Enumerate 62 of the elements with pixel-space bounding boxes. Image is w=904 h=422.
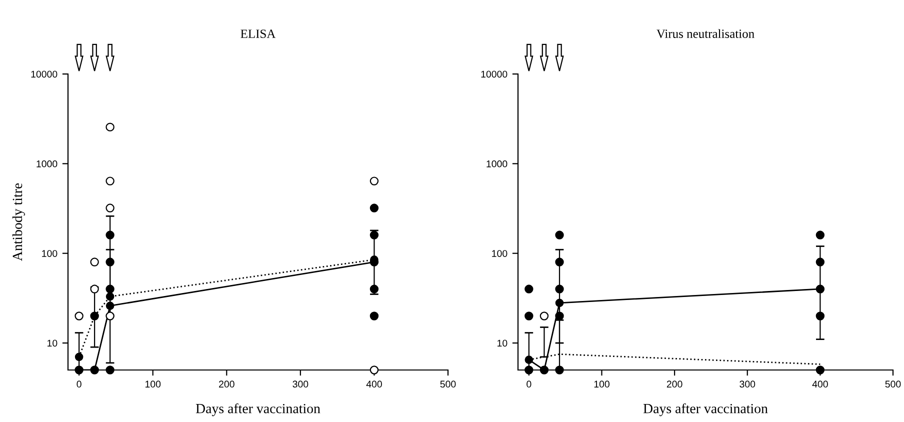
- point: [524, 312, 534, 320]
- x-tick-label: 400: [812, 380, 828, 388]
- x-tick-label: 200: [219, 380, 234, 388]
- point: [370, 204, 379, 212]
- point: [90, 258, 99, 266]
- x-tick-label: 0: [526, 380, 532, 388]
- point: [555, 258, 564, 266]
- point: [555, 298, 564, 308]
- x-axis-title: Days after vaccination: [643, 403, 768, 416]
- point: [555, 366, 564, 374]
- point: [816, 230, 825, 240]
- point: [370, 312, 379, 320]
- point: [524, 356, 534, 364]
- x-tick-label: 100: [145, 380, 161, 388]
- x-tick-label: 0: [76, 380, 82, 388]
- y-tick-label: 100: [492, 250, 508, 257]
- x-axis-title: Days after vaccination: [196, 403, 320, 416]
- x-tick-label: 500: [885, 380, 901, 388]
- y-tick-label: 10000: [481, 70, 508, 78]
- point: [370, 176, 379, 186]
- point: [106, 312, 114, 320]
- point: [524, 284, 534, 294]
- point: [555, 230, 564, 240]
- y-tick-label: 10: [498, 340, 508, 347]
- x-tick-label: 200: [666, 380, 682, 388]
- point: [74, 352, 84, 362]
- point: [106, 258, 114, 266]
- point: [106, 284, 114, 294]
- point: [74, 312, 84, 320]
- y-axis-title: Antibody titre: [12, 183, 25, 262]
- x-tick-label: 300: [292, 380, 308, 388]
- point: [370, 230, 379, 240]
- point: [370, 284, 379, 294]
- point: [816, 366, 825, 374]
- point: [106, 366, 114, 374]
- point: [90, 312, 99, 320]
- point: [540, 312, 549, 320]
- point: [106, 204, 114, 212]
- point: [555, 284, 564, 294]
- point: [540, 366, 549, 374]
- point: [106, 292, 114, 301]
- x-tick-label: 400: [366, 380, 382, 388]
- point: [106, 176, 114, 186]
- point: [555, 312, 564, 320]
- chart-title: Virus neutralisation: [656, 29, 754, 38]
- y-tick-label: 10: [48, 340, 58, 347]
- point: [106, 230, 114, 240]
- point: [816, 312, 825, 320]
- y-tick-label: 100: [42, 250, 58, 257]
- point: [816, 258, 825, 266]
- y-tick-label: 10000: [31, 70, 58, 78]
- x-tick-label: 300: [740, 380, 756, 388]
- point: [370, 366, 379, 374]
- y-tick-label: 1000: [36, 160, 58, 168]
- point: [90, 366, 99, 374]
- point: [90, 284, 99, 294]
- x-tick-label: 100: [594, 380, 610, 388]
- point: [106, 122, 114, 132]
- x-tick-label: 500: [440, 380, 456, 388]
- y-tick-label: 1000: [486, 160, 508, 168]
- chart-title: ELISA: [240, 30, 276, 38]
- point: [106, 302, 114, 310]
